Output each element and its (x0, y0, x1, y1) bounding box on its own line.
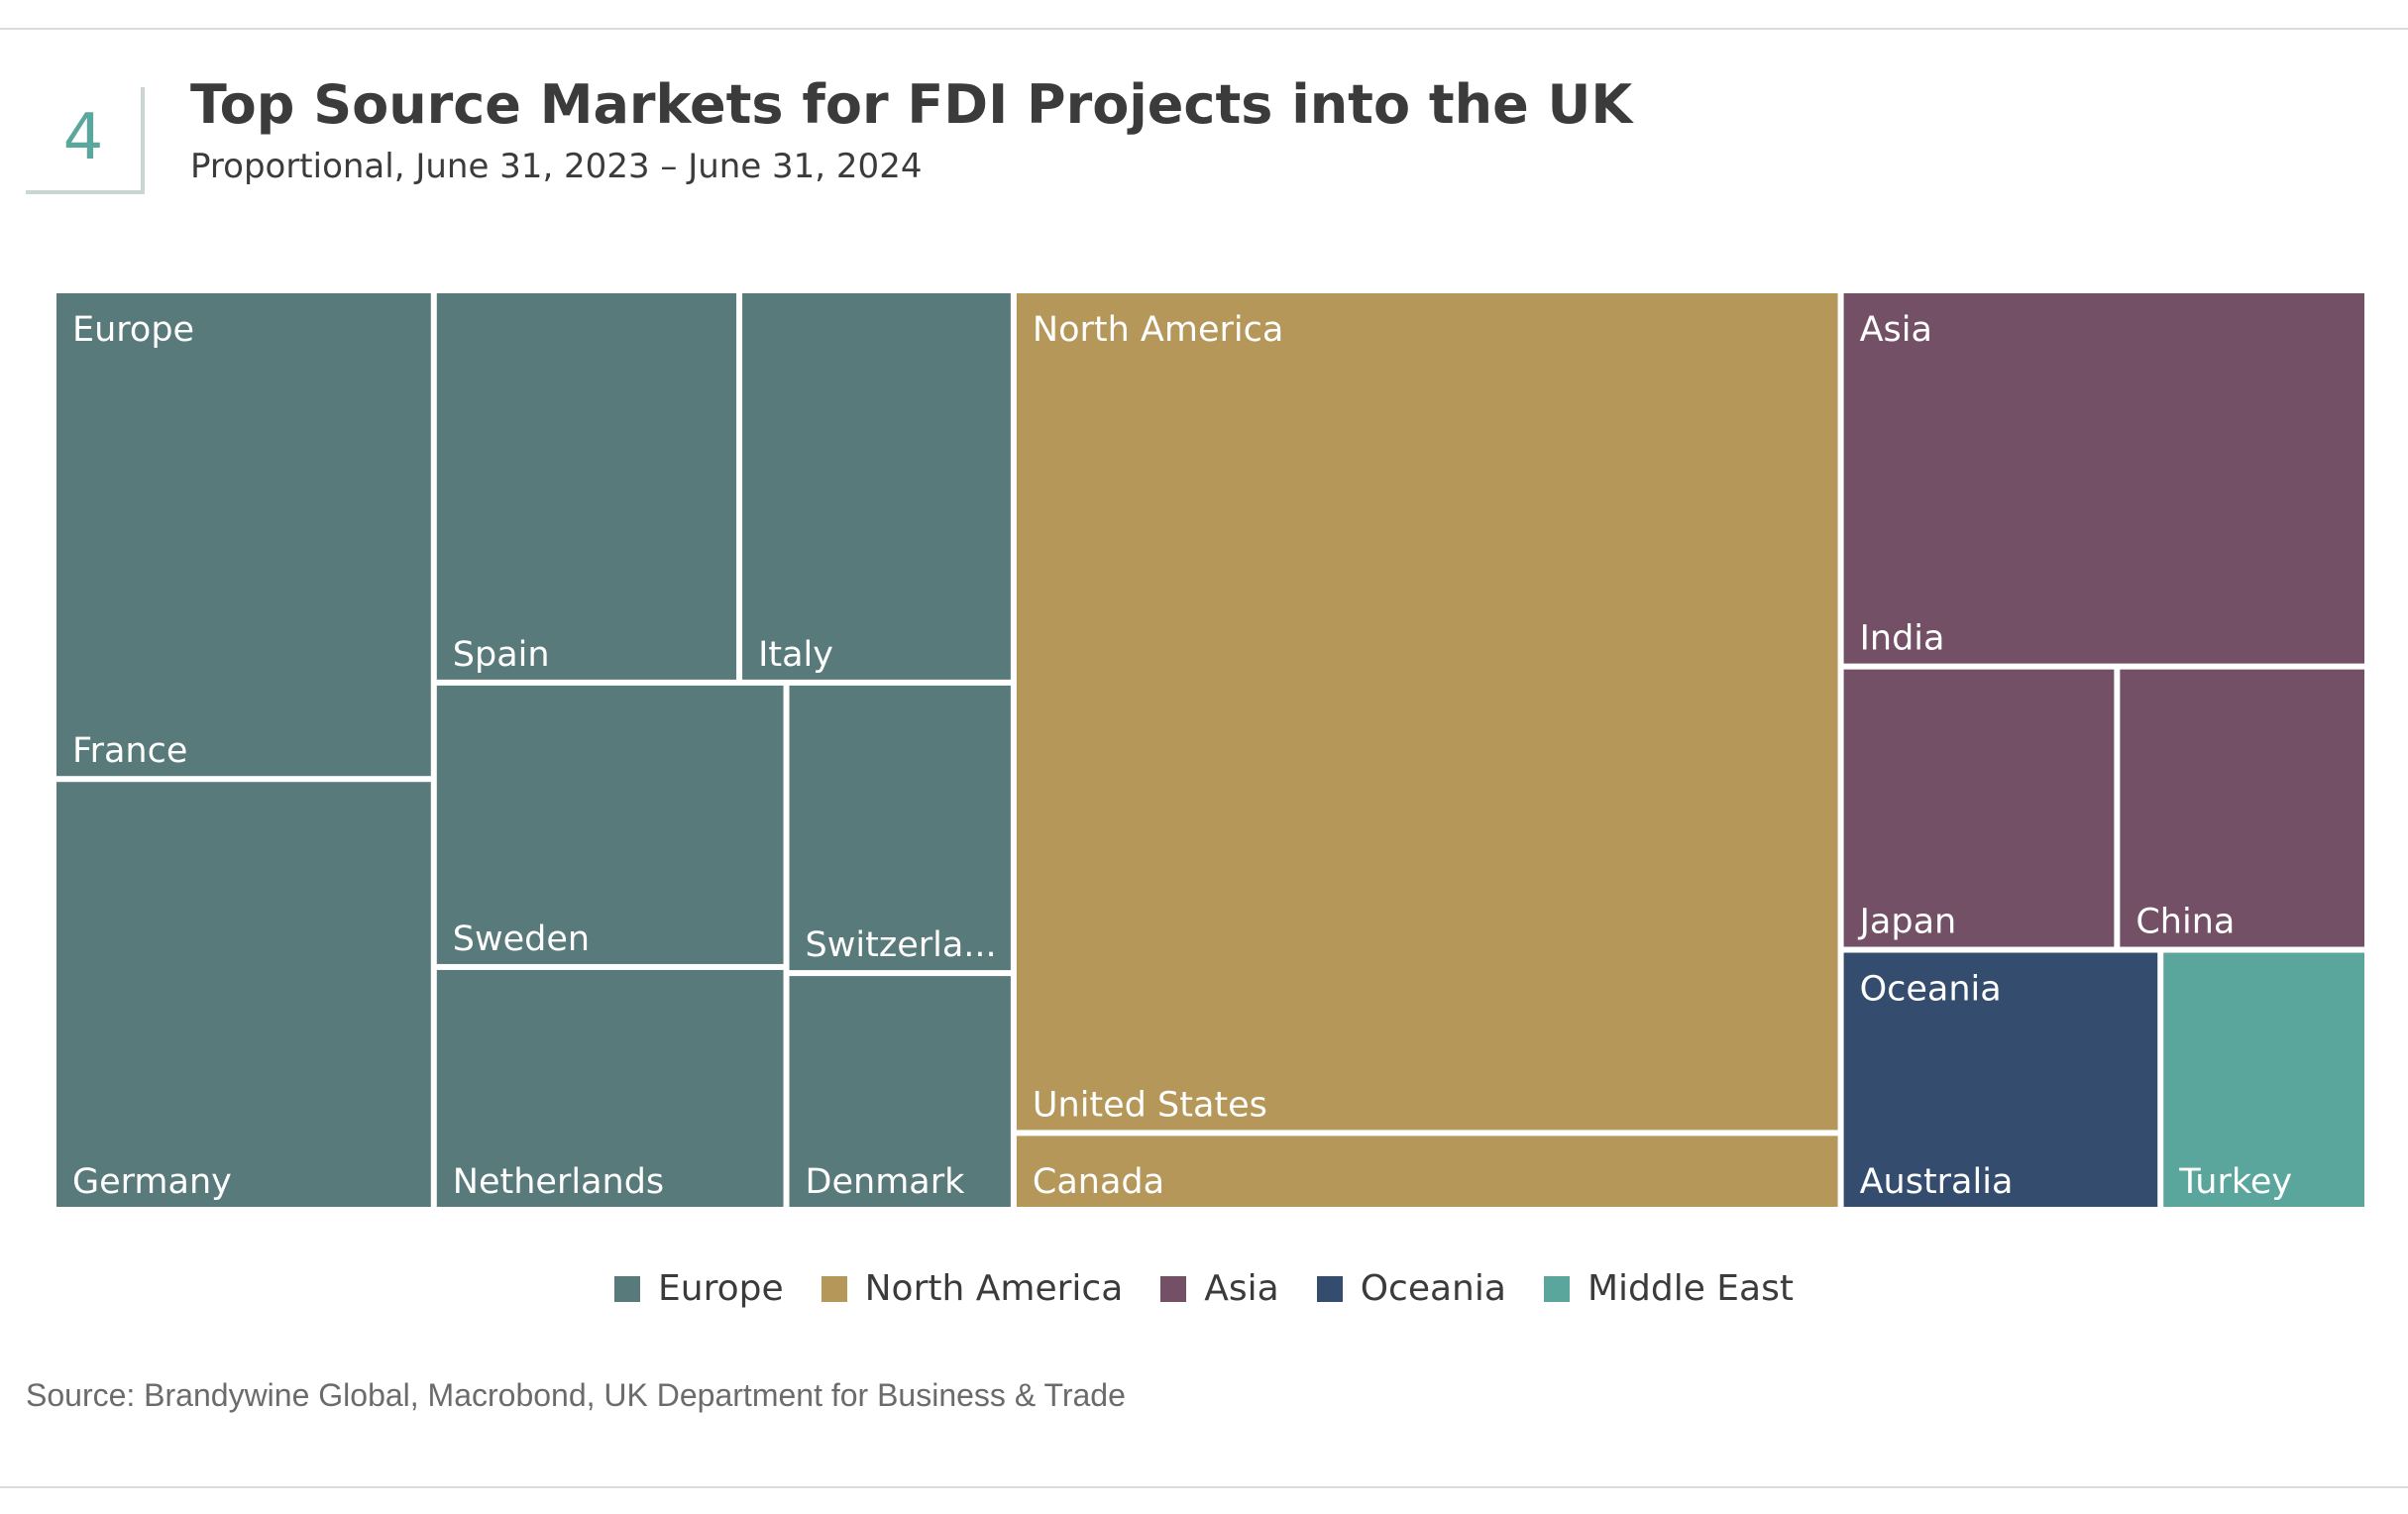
legend-label: Oceania (1360, 1268, 1506, 1309)
bottom-divider (0, 1486, 2408, 1488)
treemap-cell-turkey[interactable] (2163, 952, 2364, 1207)
cell-label-denmark: Denmark (806, 1162, 966, 1202)
cell-label-canada: Canada (1033, 1162, 1164, 1202)
group-label-oceania: Oceania (1860, 970, 2002, 1010)
cell-label-sweden: Sweden (453, 919, 590, 959)
treemap-cell-spain[interactable] (436, 293, 737, 680)
treemap-cell-canada[interactable] (1016, 1136, 1838, 1207)
top-divider (0, 28, 2408, 30)
figure-number-badge: 4 (26, 87, 145, 194)
cell-label-france: France (72, 731, 187, 771)
legend-swatch (1160, 1275, 1187, 1302)
treemap-cell-italy[interactable] (742, 293, 1011, 680)
cell-label-italy: Italy (758, 635, 833, 675)
legend-label: Europe (658, 1268, 784, 1309)
legend-label: Asia (1204, 1268, 1279, 1309)
treemap-cell-india[interactable] (1843, 293, 2364, 664)
cell-label-turkey: Turkey (2178, 1162, 2292, 1202)
cell-label-spain: Spain (453, 635, 550, 675)
cell-label-netherlands: Netherlands (453, 1162, 664, 1202)
treemap-cell-germany[interactable] (56, 782, 431, 1207)
legend-label: Middle East (1587, 1268, 1794, 1309)
legend-swatch (1316, 1275, 1343, 1302)
treemap-cell-switzerland[interactable] (789, 685, 1011, 971)
cell-label-china: China (2135, 903, 2235, 942)
chart-title: Top Source Markets for FDI Projects into… (190, 73, 1633, 136)
cell-label-australia: Australia (1860, 1162, 2014, 1202)
treemap-cell-china[interactable] (2120, 669, 2364, 947)
cell-label-united-states: United States (1033, 1085, 1267, 1125)
cell-label-japan: Japan (1858, 903, 1957, 942)
treemap-cell-denmark[interactable] (789, 976, 1011, 1207)
legend-item-europe: Europe (614, 1268, 784, 1309)
figure-number: 4 (62, 101, 104, 174)
cell-label-india: India (1860, 619, 1945, 659)
legend-swatch (821, 1275, 847, 1302)
legend-swatch (1543, 1275, 1570, 1302)
legend-item-oceania: Oceania (1316, 1268, 1506, 1309)
legend-item-middle-east: Middle East (1543, 1268, 1794, 1309)
legend-label: North America (864, 1268, 1124, 1309)
chart-subtitle: Proportional, June 31, 2023 – June 31, 2… (190, 147, 923, 186)
treemap-cell-sweden[interactable] (436, 685, 784, 964)
source-note: Source: Brandywine Global, Macrobond, UK… (26, 1377, 1126, 1413)
legend-swatch (614, 1275, 641, 1302)
group-label-europe: Europe (72, 310, 194, 350)
group-label-north-america: North America (1033, 310, 1283, 350)
cell-label-switzerland: Switzerla... (806, 925, 997, 965)
treemap-cell-australia[interactable] (1843, 952, 2158, 1207)
treemap-cell-japan[interactable] (1843, 669, 2115, 947)
treemap-cell-france[interactable] (56, 293, 431, 777)
group-label-asia: Asia (1860, 310, 1932, 350)
chart-legend: Europe North America Asia Oceania Middle… (0, 1268, 2408, 1309)
legend-item-north-america: North America (821, 1268, 1124, 1309)
legend-item-asia: Asia (1160, 1268, 1279, 1309)
cell-label-germany: Germany (72, 1162, 232, 1202)
treemap-cell-united-states[interactable] (1016, 293, 1838, 1131)
treemap-cell-netherlands[interactable] (436, 969, 784, 1207)
